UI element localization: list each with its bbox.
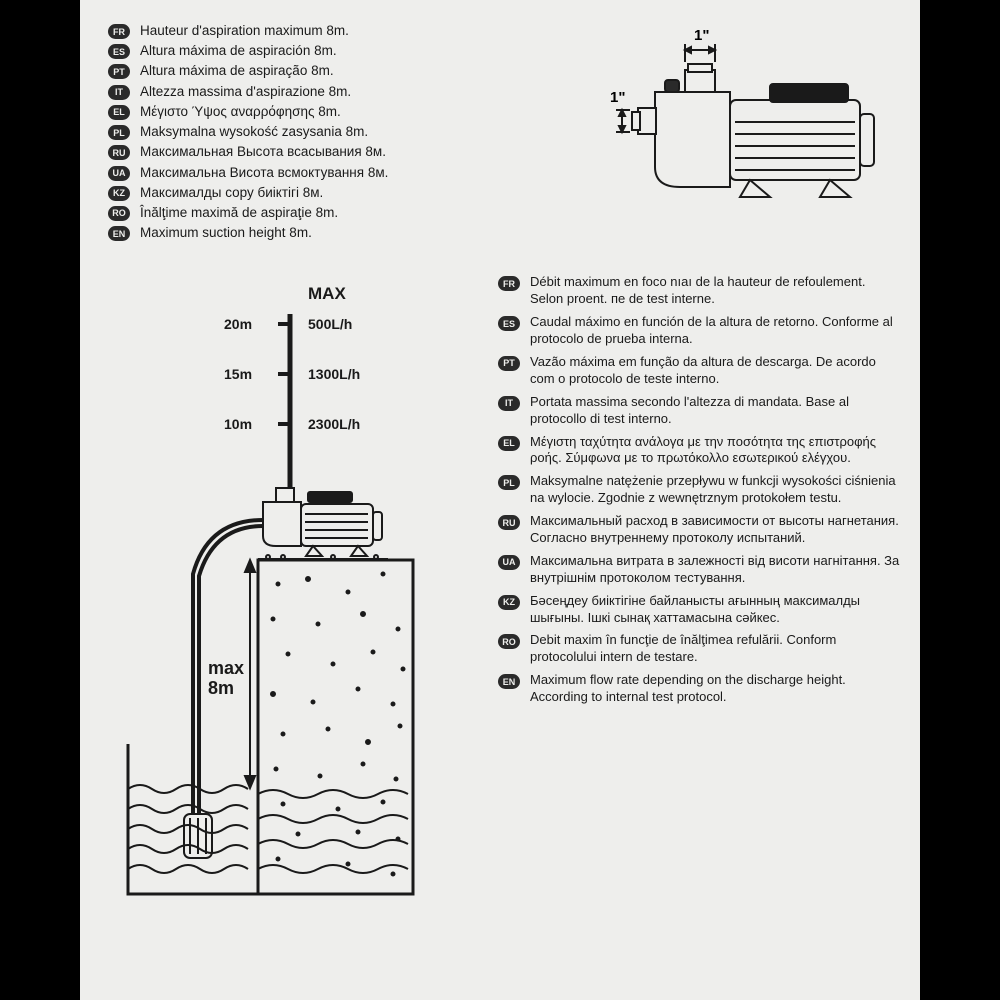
lang-text: Максимальный расход в зависимости от выс… xyxy=(530,513,900,547)
scale-f-0: 500L/h xyxy=(308,316,352,332)
installation-diagram: MAX 20m 500L/h 15m 1300L/h 10m 2300L/h m… xyxy=(108,274,488,914)
lang-badge: RO xyxy=(498,634,520,649)
scale-h-1: 15m xyxy=(224,366,252,382)
bottom-row: MAX 20m 500L/h 15m 1300L/h 10m 2300L/h m… xyxy=(108,274,900,914)
pump-top-svg: 1" 1" xyxy=(610,22,900,212)
lang-text: Portata massima secondo l'altezza di man… xyxy=(530,394,900,428)
lang-badge: EL xyxy=(498,436,520,451)
scale-f-1: 1300L/h xyxy=(308,366,360,382)
lang-text: Altezza massima d'aspirazione 8m. xyxy=(140,83,351,101)
lang-badge: PL xyxy=(498,475,520,490)
lang-text: Debit maxim în funcţie de înălţimea refu… xyxy=(530,632,900,666)
lang-text: Бәсеңдеу биіктігіне байланысты ағынның м… xyxy=(530,593,900,627)
side-port-label: 1" xyxy=(610,89,625,106)
lang-text: Μέγιστη ταχύτητα ανάλογα με την ποσότητα… xyxy=(530,434,900,468)
top-port-label: 1" xyxy=(694,27,709,44)
lang-text: Înălţime maximă de aspiraţie 8m. xyxy=(140,204,338,222)
suction-item: RU Максимальная Высота всасывания 8м. xyxy=(108,143,610,161)
lang-text: Altura máxima de aspiração 8m. xyxy=(140,62,334,80)
manual-page: FR Hauteur d'aspiration maximum 8m. ES Altu… xyxy=(80,0,920,1000)
lang-badge: PT xyxy=(498,356,520,371)
scale-h-2: 10m xyxy=(224,416,252,432)
lang-text: Максималды сору биіктігі 8м. xyxy=(140,184,323,202)
lang-badge: IT xyxy=(498,396,520,411)
suction-item: PT Altura máxima de aspiração 8m. xyxy=(108,62,610,80)
lang-text: Максимальна витрата в залежності від вис… xyxy=(530,553,900,587)
lang-text: Maksymalna wysokość zasysania 8m. xyxy=(140,123,368,141)
lang-text: Maximum suction height 8m. xyxy=(140,224,312,242)
lang-badge: RO xyxy=(108,206,130,221)
suction-item: PL Maksymalna wysokość zasysania 8m. xyxy=(108,123,610,141)
lang-text: Максимальна Висота всмоктування 8м. xyxy=(140,164,388,182)
lang-badge: ES xyxy=(108,44,130,59)
lang-badge: ES xyxy=(498,316,520,331)
suction-item: EL Μέγιστο Ύψος αναρρόφησης 8m. xyxy=(108,103,610,121)
lang-badge: UA xyxy=(498,555,520,570)
lang-badge: PT xyxy=(108,64,130,79)
flow-item: EL Μέγιστη ταχύτητα ανάλογα με την ποσότη… xyxy=(498,434,900,468)
lang-badge: EN xyxy=(108,226,130,241)
flow-item: RO Debit maxim în funcţie de înălţimea re… xyxy=(498,632,900,666)
suction-item: RO Înălţime maximă de aspiraţie 8m. xyxy=(108,204,610,222)
suction-item: ES Altura máxima de aspiración 8m. xyxy=(108,42,610,60)
max-suction-line2: 8m xyxy=(208,678,234,698)
flow-item: UA Максимальна витрата в залежності від в… xyxy=(498,553,900,587)
suction-height-list: FR Hauteur d'aspiration maximum 8m. ES Altu… xyxy=(108,22,610,244)
lang-text: Altura máxima de aspiración 8m. xyxy=(140,42,337,60)
flow-item: FR Débit maximum en foсо nıaı de la haute… xyxy=(498,274,900,308)
lang-badge: KZ xyxy=(108,186,130,201)
flow-rate-list: FR Débit maximum en foсо nıaı de la haute… xyxy=(488,274,900,914)
lang-text: Maksymalne natężenie przepływu w funkcji… xyxy=(530,473,900,507)
flow-item: IT Portata massima secondo l'altezza di m… xyxy=(498,394,900,428)
lang-badge: FR xyxy=(498,276,520,291)
pump-dimension-diagram: 1" 1" xyxy=(610,22,900,244)
flow-item: RU Максимальный расход в зависимости от в… xyxy=(498,513,900,547)
installation-svg xyxy=(108,274,488,914)
lang-text: Максимальная Высота всасывания 8м. xyxy=(140,143,386,161)
lang-badge: IT xyxy=(108,85,130,100)
suction-item: IT Altezza massima d'aspirazione 8m. xyxy=(108,83,610,101)
lang-text: Caudal máximo en función de la altura de… xyxy=(530,314,900,348)
lang-badge: EL xyxy=(108,105,130,120)
lang-badge: KZ xyxy=(498,595,520,610)
top-row: FR Hauteur d'aspiration maximum 8m. ES Altu… xyxy=(108,22,900,244)
lang-badge: EN xyxy=(498,674,520,689)
max-suction-line1: max xyxy=(208,658,244,678)
flow-scale-title: MAX xyxy=(308,284,346,304)
lang-badge: FR xyxy=(108,24,130,39)
lang-badge: UA xyxy=(108,166,130,181)
suction-item: KZ Максималды сору биіктігі 8м. xyxy=(108,184,610,202)
suction-item: EN Maximum suction height 8m. xyxy=(108,224,610,242)
flow-item: EN Maximum flow rate depending on the dis… xyxy=(498,672,900,706)
scale-h-0: 20m xyxy=(224,316,252,332)
flow-item: ES Caudal máximo en función de la altura … xyxy=(498,314,900,348)
suction-item: FR Hauteur d'aspiration maximum 8m. xyxy=(108,22,610,40)
scale-f-2: 2300L/h xyxy=(308,416,360,432)
flow-item: PL Maksymalne natężenie przepływu w funkc… xyxy=(498,473,900,507)
flow-item: PT Vazão máxima em função da altura de de… xyxy=(498,354,900,388)
lang-text: Hauteur d'aspiration maximum 8m. xyxy=(140,22,349,40)
lang-badge: RU xyxy=(108,145,130,160)
lang-text: Μέγιστο Ύψος αναρρόφησης 8m. xyxy=(140,103,341,121)
max-suction-label: max 8m xyxy=(208,659,244,699)
lang-badge: RU xyxy=(498,515,520,530)
lang-text: Débit maximum en foсо nıaı de la hauteur… xyxy=(530,274,900,308)
lang-text: Vazão máxima em função da altura de desc… xyxy=(530,354,900,388)
lang-text: Maximum flow rate depending on the disch… xyxy=(530,672,900,706)
suction-item: UA Максимальна Висота всмоктування 8м. xyxy=(108,164,610,182)
lang-badge: PL xyxy=(108,125,130,140)
flow-item: KZ Бәсеңдеу биіктігіне байланысты ағынның… xyxy=(498,593,900,627)
